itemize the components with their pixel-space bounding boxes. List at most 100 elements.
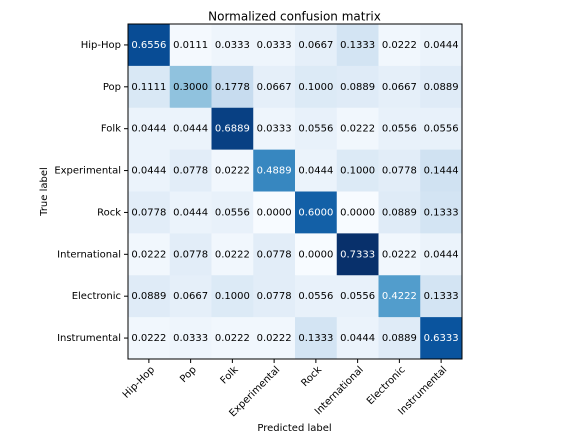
cell bbox=[378, 317, 421, 360]
cell bbox=[336, 65, 379, 109]
frame bbox=[127, 23, 463, 360]
cell-label: 0.0000 bbox=[257, 207, 292, 218]
cell-label: 0.0889 bbox=[340, 82, 375, 93]
cell-label: 0.0000 bbox=[340, 207, 375, 218]
cell-label: 0.0778 bbox=[131, 207, 166, 218]
cell bbox=[128, 317, 171, 360]
cell-label: 0.6556 bbox=[131, 40, 166, 51]
y-tick-label: Instrumental bbox=[57, 333, 121, 344]
x-tick-label: Pop bbox=[178, 364, 199, 385]
cell-label: 0.1000 bbox=[298, 82, 333, 93]
cell bbox=[211, 317, 254, 360]
cell-label: 0.4222 bbox=[382, 291, 417, 302]
cell bbox=[336, 233, 379, 276]
cell-label: 0.0444 bbox=[131, 166, 166, 177]
cell bbox=[169, 191, 212, 234]
cell bbox=[211, 24, 254, 67]
cell bbox=[169, 233, 212, 276]
cell bbox=[420, 149, 463, 192]
cell bbox=[128, 233, 171, 276]
cell-label: 0.0778 bbox=[257, 249, 292, 260]
cell-label: 0.0667 bbox=[173, 291, 208, 302]
cell-label: 0.0889 bbox=[382, 207, 417, 218]
cell-label: 0.0222 bbox=[215, 333, 250, 344]
y-tick-label: Rock bbox=[97, 207, 121, 218]
cell-label: 0.7333 bbox=[340, 249, 375, 260]
cell bbox=[253, 317, 296, 360]
cell-label: 0.0222 bbox=[340, 124, 375, 135]
cell-label: 0.0444 bbox=[173, 207, 208, 218]
cell-label: 0.1444 bbox=[424, 166, 459, 177]
cell bbox=[253, 65, 296, 109]
cell bbox=[295, 149, 338, 192]
cell-label: 0.1333 bbox=[424, 207, 459, 218]
cell-label: 0.1000 bbox=[215, 291, 250, 302]
cell bbox=[128, 275, 171, 318]
cell-label: 0.0444 bbox=[340, 333, 375, 344]
cell-label: 0.0333 bbox=[173, 333, 208, 344]
x-tick-label: Electronic bbox=[365, 364, 408, 407]
cell bbox=[420, 24, 463, 67]
cell bbox=[295, 24, 338, 67]
cell-label: 0.1000 bbox=[340, 166, 375, 177]
cell bbox=[420, 65, 463, 109]
cell-label: 0.0778 bbox=[173, 249, 208, 260]
cell bbox=[295, 233, 338, 276]
cell bbox=[128, 191, 171, 234]
cell-label: 0.0667 bbox=[382, 82, 417, 93]
x-tick-label: Hip-Hop bbox=[121, 364, 157, 400]
cell-label: 0.0889 bbox=[424, 82, 459, 93]
cell bbox=[253, 107, 296, 151]
cell-label: 0.0333 bbox=[257, 40, 292, 51]
cell-label: 0.0444 bbox=[298, 166, 333, 177]
cell bbox=[336, 24, 379, 67]
cell bbox=[420, 317, 463, 360]
cell-label: 0.0778 bbox=[382, 166, 417, 177]
cell-label: 0.6333 bbox=[424, 333, 459, 344]
cell bbox=[295, 317, 338, 360]
cell bbox=[420, 275, 463, 318]
cell bbox=[378, 107, 421, 151]
cell-label: 0.0222 bbox=[382, 249, 417, 260]
y-axis-label: True label bbox=[39, 167, 50, 217]
cell bbox=[378, 149, 421, 192]
cell bbox=[169, 24, 212, 67]
cell bbox=[420, 107, 463, 151]
chart-title: Normalized confusion matrix bbox=[208, 10, 381, 24]
cell-label: 0.0222 bbox=[257, 333, 292, 344]
cell bbox=[253, 191, 296, 234]
cell-label: 0.6889 bbox=[215, 124, 250, 135]
cell-label: 0.0889 bbox=[131, 291, 166, 302]
cell bbox=[336, 275, 379, 318]
cell bbox=[211, 65, 254, 109]
cell bbox=[169, 275, 212, 318]
cell bbox=[336, 149, 379, 192]
cell bbox=[336, 107, 379, 151]
cell-label: 0.0778 bbox=[173, 166, 208, 177]
cell bbox=[378, 65, 421, 109]
cell bbox=[378, 233, 421, 276]
cell bbox=[169, 107, 212, 151]
cell-label: 0.1778 bbox=[215, 82, 250, 93]
cell-label: 0.0889 bbox=[382, 333, 417, 344]
cell bbox=[211, 107, 254, 151]
cell bbox=[211, 233, 254, 276]
cell-label: 0.0444 bbox=[424, 249, 459, 260]
cell-label: 0.0556 bbox=[340, 291, 375, 302]
x-tick-label: Rock bbox=[299, 364, 324, 389]
y-tick-label: Experimental bbox=[54, 166, 121, 177]
cell-label: 0.0222 bbox=[215, 166, 250, 177]
cell bbox=[169, 317, 212, 360]
cell-label: 0.0222 bbox=[215, 249, 250, 260]
y-tick-label: Electronic bbox=[72, 291, 121, 302]
cell-label: 0.0222 bbox=[131, 333, 166, 344]
cell bbox=[253, 24, 296, 67]
cell-label: 0.0444 bbox=[131, 124, 166, 135]
cell-label: 0.3000 bbox=[173, 82, 208, 93]
y-tick-label: Pop bbox=[103, 82, 121, 93]
cell bbox=[295, 107, 338, 151]
cell-label: 0.0111 bbox=[173, 40, 208, 51]
cell-label: 0.0444 bbox=[424, 40, 459, 51]
